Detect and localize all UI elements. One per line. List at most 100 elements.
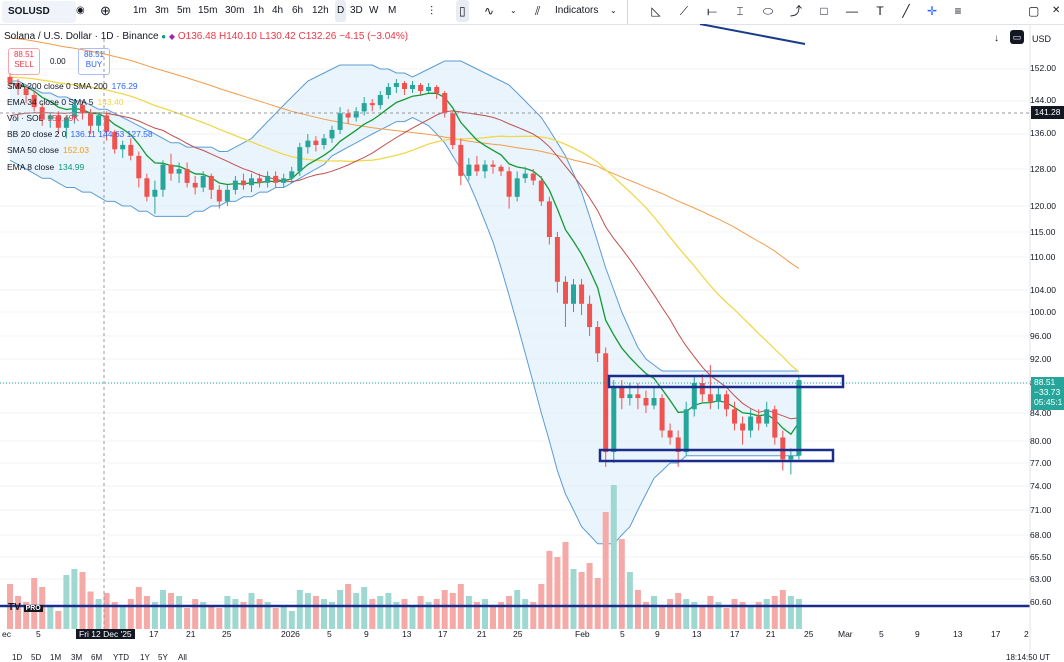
chevron-down-icon[interactable]: ⌄	[510, 6, 517, 15]
indicator-3[interactable]: BB 20 close 2 0 136.11 144.63 127.58	[7, 129, 153, 139]
interval-15m[interactable]: 15m	[198, 5, 218, 16]
ohlc-values: O136.48 H140.10 L130.42 C132.26 −4.15 (−…	[177, 31, 409, 42]
price-tick: 115.00	[1030, 227, 1056, 237]
volume-bar	[618, 539, 625, 629]
range-1D[interactable]: 1D	[12, 653, 23, 662]
interval-6h[interactable]: 6h	[292, 5, 304, 16]
interval-M[interactable]: M	[388, 5, 397, 16]
horizontal-line-icon[interactable]: —	[846, 4, 858, 18]
indicator-value: 134.99	[58, 162, 85, 172]
indicator-value: 159.49K	[47, 113, 80, 123]
volume-bar	[369, 599, 376, 629]
currency-label[interactable]: USD	[1032, 34, 1052, 44]
candle	[168, 153, 174, 181]
range-1M[interactable]: 1M	[50, 653, 62, 662]
candle	[619, 380, 625, 410]
volume-bar	[23, 602, 30, 629]
candle	[241, 173, 246, 190]
time-tick: 17	[438, 629, 448, 639]
arrow-down-icon[interactable]: ↓	[994, 33, 999, 44]
indicators-button[interactable]: Indicators	[555, 5, 599, 16]
range-All[interactable]: All	[178, 653, 187, 662]
rectangle-tool-icon[interactable]: □	[820, 4, 828, 18]
candles-icon[interactable]: ▯	[456, 0, 469, 22]
text-tool-icon[interactable]: T	[876, 4, 884, 18]
price-chart[interactable]	[0, 24, 1064, 661]
candle	[554, 232, 560, 293]
candle	[200, 171, 206, 193]
candle	[740, 416, 746, 445]
candle	[426, 83, 432, 93]
time-tick: 9	[915, 629, 920, 639]
horizontal-ray-icon[interactable]: ⟝	[707, 4, 717, 18]
range-3M[interactable]: 3M	[71, 653, 83, 662]
eye-icon[interactable]: ◉	[76, 5, 85, 16]
volume-bar	[659, 605, 666, 629]
indicator-1[interactable]: EMA 34 close 0 SMA 5 143.40	[7, 97, 123, 107]
candle	[96, 113, 102, 132]
interval-1h[interactable]: 1h	[253, 5, 265, 16]
interval-3m[interactable]: 3m	[155, 5, 169, 16]
crosshair-price-label: 141.28	[1031, 106, 1064, 119]
line-style-icon[interactable]: ∿	[484, 4, 495, 18]
volume-bar	[578, 572, 585, 629]
indicators-chevron-icon[interactable]: ⌄	[610, 6, 617, 15]
candle	[321, 134, 327, 150]
interval-12h[interactable]: 12h	[312, 5, 329, 16]
interval-5m[interactable]: 5m	[177, 5, 191, 16]
sell-button[interactable]: 88.51 SELL	[8, 48, 40, 75]
chart-type-icon[interactable]: ▭	[1010, 30, 1024, 44]
time-tick: 25	[222, 629, 232, 639]
indicators-icon[interactable]: ⫽	[535, 4, 541, 18]
last-price-change: −33.73	[1034, 387, 1061, 397]
indicator-label: EMA 8 close	[7, 162, 55, 172]
time-tick: 25	[513, 629, 523, 639]
trendline-tool-icon[interactable]: ⟋	[679, 4, 689, 18]
add-symbol-icon[interactable]: ⊕	[100, 3, 111, 18]
range-6M[interactable]: 6M	[91, 653, 103, 662]
volume-bar	[71, 569, 78, 629]
ellipse-tool-icon[interactable]: ⬭	[762, 4, 774, 18]
range-5D[interactable]: 5D	[31, 653, 42, 662]
volume-bar	[763, 599, 770, 629]
volume-bar	[337, 590, 344, 629]
pro-badge: PRO	[23, 605, 43, 612]
indicator-5[interactable]: EMA 8 close 134.99	[7, 162, 84, 172]
window-icon[interactable]: ▢	[1028, 4, 1040, 18]
crosshair-icon[interactable]: ✛	[926, 4, 938, 18]
interval-3D[interactable]: 3D	[350, 5, 363, 16]
spread-value: 0.00	[50, 57, 66, 66]
volume-bar	[184, 608, 191, 629]
candle	[23, 85, 29, 104]
volume-bar	[216, 608, 223, 629]
brush-tool-icon[interactable]: ╱	[902, 4, 910, 18]
interval-30m[interactable]: 30m	[225, 5, 245, 16]
pattern-tool-icon[interactable]: ◺	[651, 4, 661, 18]
menu-icon[interactable]: ≡	[954, 4, 962, 18]
candle	[482, 160, 488, 179]
candle	[337, 107, 343, 134]
bar-style-icon[interactable]: ⫶	[430, 4, 434, 18]
indicator-2[interactable]: Vol · SOL 159.49K	[7, 113, 79, 123]
volume-bar	[200, 602, 207, 629]
interval-W[interactable]: W	[369, 5, 379, 16]
close-icon[interactable]: ✕	[1052, 5, 1061, 16]
indicator-4[interactable]: SMA 50 close 152.03	[7, 145, 89, 155]
settings-dots-icon[interactable]: ◆	[168, 32, 176, 41]
symbol-search-button[interactable]: SOLUSD	[2, 1, 76, 23]
buy-button[interactable]: 88.51 BUY	[78, 48, 110, 75]
candle	[506, 166, 512, 209]
interval-D[interactable]: D	[335, 0, 347, 22]
indicator-0[interactable]: SMA 200 close 0 SMA 200 176.29	[7, 81, 138, 91]
range-5Y[interactable]: 5Y	[158, 653, 168, 662]
interval-1m[interactable]: 1m	[133, 5, 147, 16]
candle	[369, 99, 375, 112]
range-YTD[interactable]: YTD	[113, 653, 129, 662]
interval-4h[interactable]: 4h	[272, 5, 284, 16]
range-1Y[interactable]: 1Y	[140, 653, 150, 662]
curve-tool-icon[interactable]: ⤴	[789, 4, 802, 18]
ruler-icon[interactable]: ⌶	[736, 4, 744, 18]
volume-bar	[192, 599, 199, 629]
bollinger-basis-line	[9, 110, 799, 420]
price-tick: 92.00	[1030, 354, 1052, 364]
